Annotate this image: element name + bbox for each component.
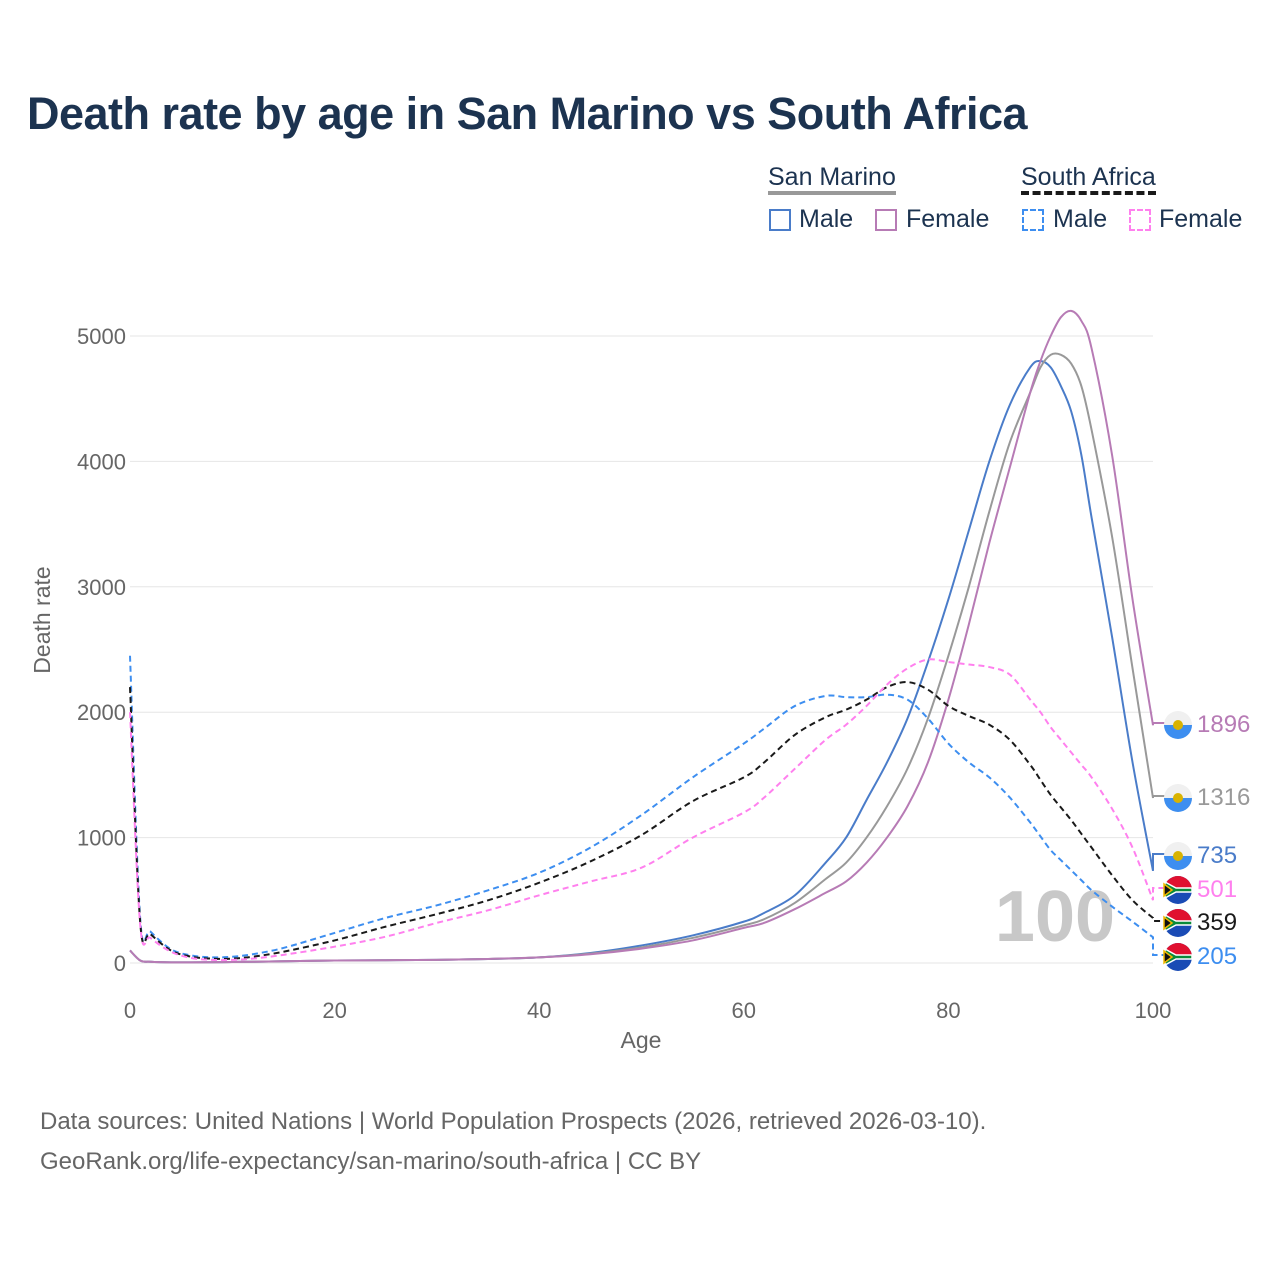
end-value-label: 205: [1197, 943, 1237, 970]
san-marino-flag-icon: [1164, 711, 1192, 739]
san-marino-flag-icon: [1164, 842, 1192, 870]
source-text: Data sources: United Nations | World Pop…: [40, 1108, 987, 1135]
series-line-san-marino-female[interactable]: [129, 309, 1165, 964]
watermark-age: 100: [995, 877, 1115, 957]
x-tick-label: 40: [527, 998, 551, 1023]
end-value-label: 1896: [1197, 711, 1250, 738]
y-tick-label: 0: [114, 951, 126, 976]
legend-sm-female[interactable]: Female: [906, 205, 990, 233]
source-link[interactable]: GeoRank.org/life-expectancy/san-marino/s…: [40, 1148, 702, 1175]
legend-za-female[interactable]: Female: [1159, 205, 1243, 233]
series-line-san-marino-total[interactable]: [129, 352, 1165, 964]
y-axis-label: Death rate: [29, 566, 55, 673]
south-africa-flag-icon: [1163, 909, 1193, 937]
x-tick-label: 0: [124, 998, 136, 1023]
legend-sm-male[interactable]: Male: [799, 205, 854, 233]
legend-swatch-za-female: [1129, 209, 1151, 231]
chart-title: Death rate by age in San Marino vs South…: [27, 88, 1028, 139]
x-tick-label: 60: [732, 998, 756, 1023]
y-tick-label: 4000: [77, 449, 126, 474]
legend-group-south-africa: South Africa: [1021, 163, 1156, 195]
x-tick-label: 20: [322, 998, 346, 1023]
san-marino-flag-icon: [1164, 784, 1192, 812]
legend-za-male[interactable]: Male: [1053, 205, 1108, 233]
x-tick-label: 100: [1135, 998, 1172, 1023]
end-value-label: 501: [1197, 876, 1237, 903]
series-line-south-africa-total[interactable]: [129, 681, 1165, 960]
x-tick-label: 80: [936, 998, 960, 1023]
south-africa-flag-icon: [1163, 943, 1193, 971]
end-value-label: 1316: [1197, 784, 1250, 811]
south-africa-flag-icon: [1163, 876, 1193, 904]
series-line-south-africa-male[interactable]: [129, 655, 1165, 959]
legend-swatch-sm-male: [769, 209, 791, 231]
y-tick-label: 5000: [77, 324, 126, 349]
end-value-label: 359: [1197, 909, 1237, 936]
series-line-south-africa-female[interactable]: [129, 658, 1165, 962]
y-tick-label: 1000: [77, 826, 126, 851]
series-line-san-marino-male[interactable]: [129, 360, 1165, 964]
y-tick-label: 3000: [77, 575, 126, 600]
legend-group-san-marino: San Marino: [768, 163, 896, 195]
y-tick-label: 2000: [77, 700, 126, 725]
end-value-label: 735: [1197, 842, 1237, 869]
legend-swatch-sm-female: [875, 209, 897, 231]
legend-swatch-za-male: [1022, 209, 1044, 231]
x-axis-label: Age: [621, 1027, 662, 1053]
